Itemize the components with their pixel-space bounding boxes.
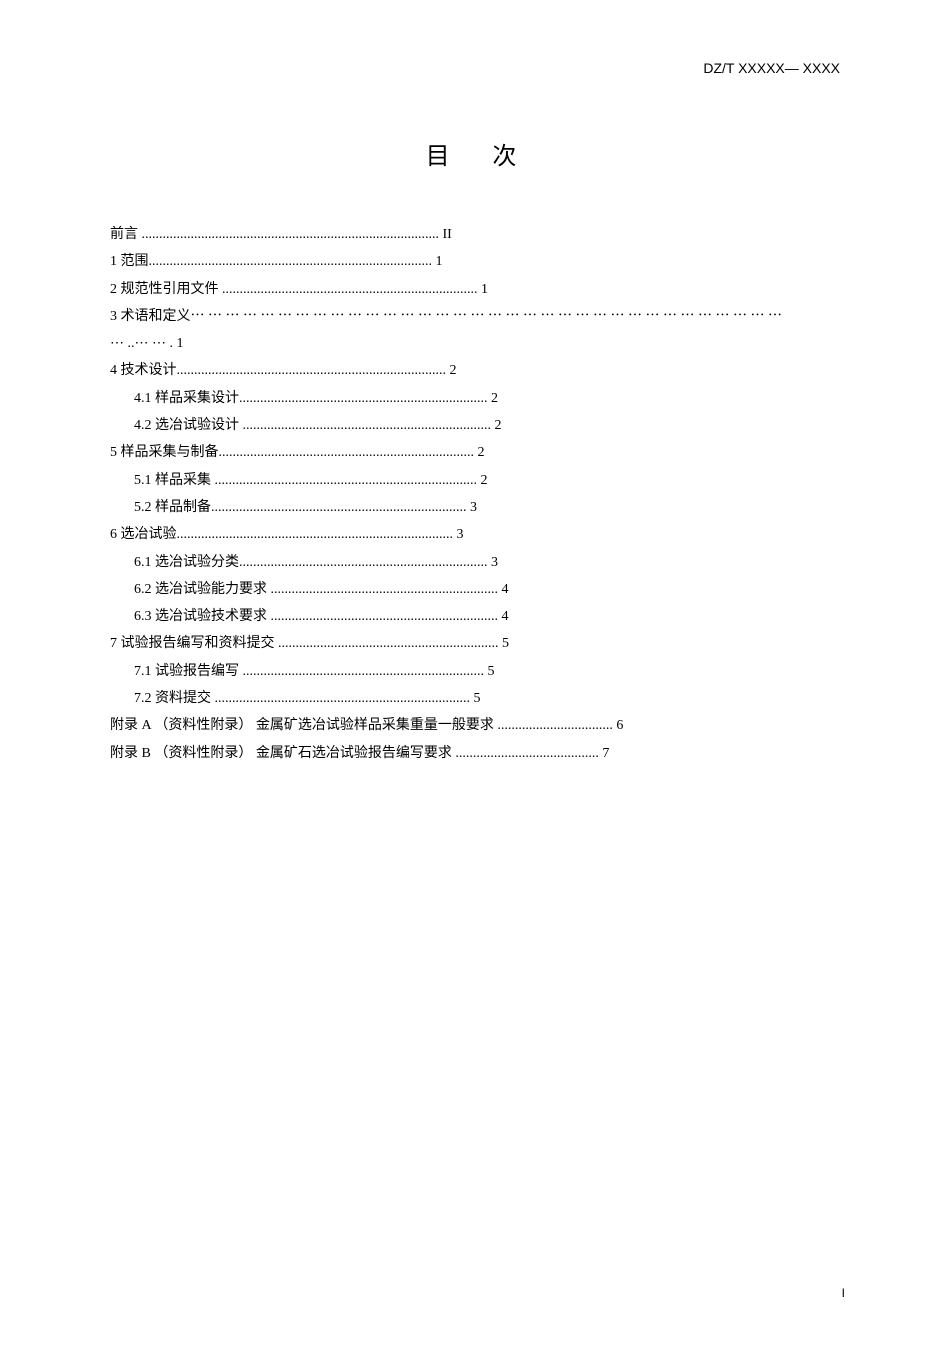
toc-line: 6 选冶试验..................................…: [110, 521, 850, 548]
page-number: I: [842, 1286, 845, 1300]
page-title: 目 次: [110, 136, 850, 171]
toc-line: 6.3 选冶试验技术要求 ...........................…: [110, 603, 850, 630]
toc-line: 4 技术设计..................................…: [110, 357, 850, 384]
document-code-header: DZ/T XXXXX— XXXX: [110, 60, 850, 76]
toc-line: 6.2 选冶试验能力要求 ...........................…: [110, 576, 850, 603]
toc-line: ⋯ ..⋯ ⋯ . 1: [110, 330, 850, 357]
toc-line: 5.2 样品制备................................…: [110, 494, 850, 521]
toc-line: 1 范围....................................…: [110, 248, 850, 275]
toc-line: 6.1 选冶试验分类..............................…: [110, 549, 850, 576]
toc-line: 2 规范性引用文件 ..............................…: [110, 276, 850, 303]
toc-line: 附录 B （资料性附录） 金属矿石选冶试验报告编写要求 ............…: [110, 740, 850, 767]
toc-line: 3 术语和定义⋯ ⋯ ⋯ ⋯ ⋯ ⋯ ⋯ ⋯ ⋯ ⋯ ⋯ ⋯ ⋯ ⋯ ⋯ ⋯ ⋯…: [110, 303, 850, 330]
toc-line: 5 样品采集与制备...............................…: [110, 439, 850, 466]
toc-line: 附录 A （资料性附录） 金属矿选冶试验样品采集重量一般要求 .........…: [110, 712, 850, 739]
toc-line: 5.1 样品采集 ...............................…: [110, 467, 850, 494]
toc-line: 4.2 选冶试验设计 .............................…: [110, 412, 850, 439]
toc-line: 7 试验报告编写和资料提交 ..........................…: [110, 630, 850, 657]
toc-line: 4.1 样品采集设计..............................…: [110, 385, 850, 412]
toc-line: 前言 .....................................…: [110, 221, 850, 248]
toc-line: 7.1 试验报告编写 .............................…: [110, 658, 850, 685]
toc-line: 7.2 资料提交 ...............................…: [110, 685, 850, 712]
table-of-contents: 前言 .....................................…: [110, 221, 850, 767]
